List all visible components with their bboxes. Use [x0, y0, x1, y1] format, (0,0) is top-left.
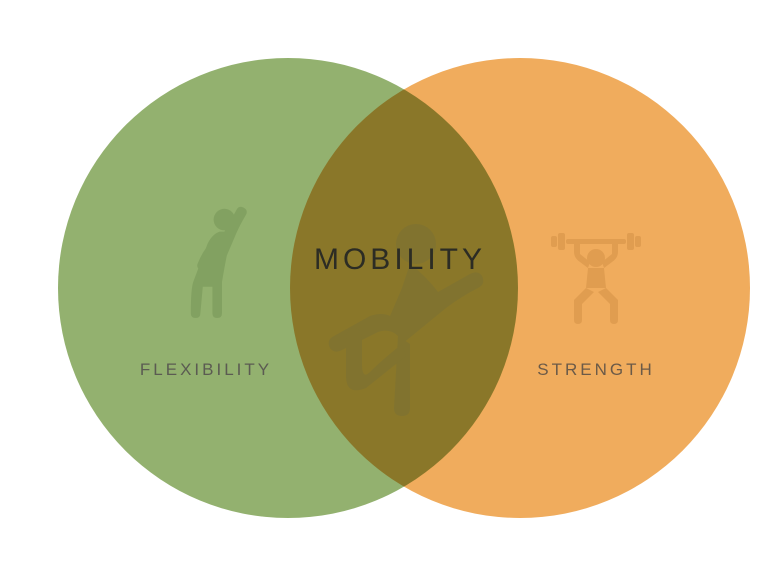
- weightlift-icon: [546, 226, 646, 326]
- stretch-icon: [150, 198, 270, 318]
- intersection-label: MOBILITY: [314, 243, 486, 277]
- flexibility-label: FLEXIBILITY: [140, 360, 272, 380]
- strength-label: STRENGTH: [537, 360, 655, 380]
- venn-diagram: MOBILITY FLEXIBILITY STRENGTH: [0, 0, 768, 576]
